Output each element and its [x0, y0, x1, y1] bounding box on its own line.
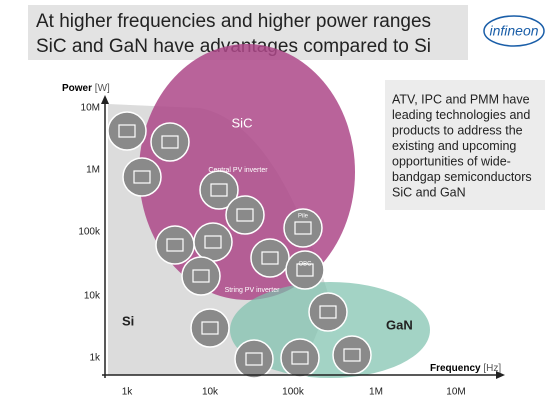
icon-label: Pile	[298, 214, 309, 220]
application-icon	[308, 292, 348, 332]
icon-glyph	[201, 321, 219, 335]
callout-line: leading technologies and	[392, 108, 530, 122]
region-label: Si	[122, 313, 134, 328]
application-icon	[190, 308, 230, 348]
icon-glyph	[192, 269, 210, 283]
icon-label: Central PV inverter	[208, 167, 268, 174]
application-icon	[181, 256, 221, 296]
application-icon	[199, 170, 239, 210]
icon-glyph	[133, 170, 151, 184]
application-icon	[332, 335, 372, 375]
application-icon	[283, 208, 323, 248]
icon-glyph	[294, 221, 312, 235]
icon-glyph	[296, 263, 314, 277]
icon-glyph	[319, 305, 337, 319]
x-tick-label: 10k	[202, 387, 219, 398]
application-icon	[150, 122, 190, 162]
x-tick-label: 1k	[122, 387, 134, 398]
icon-glyph	[291, 351, 309, 365]
application-icon	[122, 157, 162, 197]
icon-glyph	[236, 208, 254, 222]
x-arrow	[496, 371, 505, 379]
y-tick-label: 1M	[86, 165, 100, 176]
application-icon	[155, 225, 195, 265]
logo: infineon	[489, 23, 538, 39]
x-tick-label: 1M	[369, 387, 383, 398]
x-tick-label: 100k	[282, 387, 305, 398]
callout-line: bandgap semiconductors	[392, 170, 532, 184]
callout-line: products to address the	[392, 123, 523, 137]
region-label: SiC	[232, 115, 253, 130]
application-icon	[280, 338, 320, 378]
callout-line: opportunities of wide-	[392, 154, 511, 168]
application-icon	[107, 111, 147, 151]
logo-swoosh	[483, 15, 545, 47]
icon-label: String PV inverter	[225, 287, 281, 294]
icon-glyph	[210, 183, 228, 197]
icon-glyph	[118, 124, 136, 138]
y-tick-label: 1k	[89, 353, 101, 364]
application-icon	[285, 250, 325, 290]
callout-line: SiC and GaN	[392, 185, 466, 199]
callout-line: ATV, IPC and PMM have	[392, 92, 530, 106]
y-tick-label: 10M	[81, 103, 100, 114]
title-line: At higher frequencies and higher power r…	[36, 11, 431, 32]
region-label: GaN	[386, 317, 413, 332]
icon-glyph	[161, 135, 179, 149]
icon-glyph	[166, 238, 184, 252]
x-tick-label: 10M	[446, 387, 465, 398]
icon-glyph	[245, 352, 263, 366]
application-icon	[193, 222, 233, 262]
icon-glyph	[204, 235, 222, 249]
icon-label: OBC	[298, 262, 312, 268]
y-arrow	[101, 95, 109, 104]
icon-glyph	[343, 348, 361, 362]
y-tick-label: 10k	[84, 291, 101, 302]
callout-box	[385, 80, 545, 210]
application-icon	[234, 339, 274, 379]
application-icon	[225, 195, 265, 235]
y-tick-label: 100k	[78, 227, 101, 238]
callout-line: existing and upcoming	[392, 139, 516, 153]
y-axis-label: Power [W]	[62, 83, 110, 94]
icon-glyph	[261, 251, 279, 265]
application-icon	[250, 238, 290, 278]
x-axis-label: Frequency [Hz]	[430, 363, 501, 374]
